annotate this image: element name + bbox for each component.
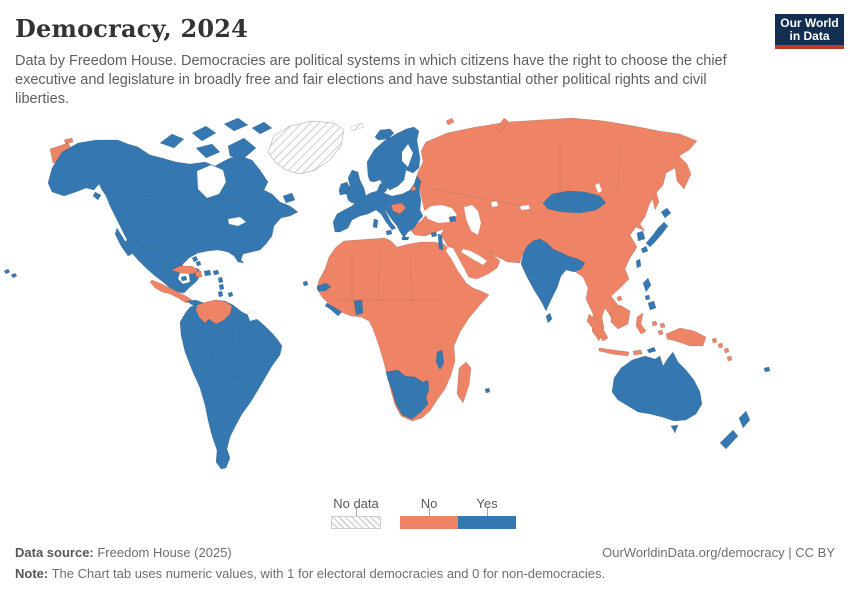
legend-label-yes: Yes (476, 496, 498, 511)
region-new-guinea[interactable] (659, 322, 707, 347)
region-fiji[interactable] (763, 366, 771, 373)
data-source-label: Data source: (15, 545, 94, 560)
legend-label-no-data: No data (333, 496, 379, 511)
note-label: Note: (15, 566, 49, 581)
region-india-south-asia[interactable] (520, 238, 586, 324)
map-legend: No data No Yes (0, 494, 850, 534)
region-svalbard[interactable] (349, 122, 365, 132)
region-madagascar[interactable] (456, 361, 472, 404)
note-value: The Chart tab uses numeric values, with … (48, 566, 606, 581)
region-cape-verde[interactable] (302, 280, 309, 287)
region-malawi[interactable] (435, 349, 445, 371)
region-melanesia-islands[interactable] (711, 337, 733, 362)
legend-swatch-no[interactable] (400, 516, 458, 529)
region-south-korea[interactable] (636, 230, 646, 242)
region-mauritius[interactable] (484, 387, 491, 394)
region-southern-africa[interactable] (385, 369, 430, 420)
region-baja-vancouver[interactable] (92, 191, 133, 257)
region-kaliningrad[interactable] (410, 185, 417, 192)
region-venezuela[interactable] (195, 299, 233, 325)
region-canadian-arctic-islands[interactable] (159, 117, 273, 161)
owid-logo[interactable]: Our World in Data (775, 14, 844, 49)
legend-tick-no-data (356, 508, 357, 516)
legend-swatch-no-data[interactable] (331, 516, 381, 529)
region-cyprus[interactable] (430, 231, 438, 238)
region-north-america[interactable] (47, 139, 299, 294)
chart-subtitle: Data by Freedom House. Democracies are p… (15, 53, 727, 107)
region-philippines[interactable] (642, 277, 657, 311)
legend-label-no: No (420, 496, 438, 511)
region-mongolia[interactable] (542, 190, 607, 214)
region-iceland[interactable] (374, 128, 395, 141)
data-source-value: Freedom House (2025) (93, 545, 232, 560)
legend-swatch-yes[interactable] (458, 516, 516, 529)
region-cuba-haiti[interactable] (171, 265, 203, 278)
owid-cc-link[interactable]: OurWorldinData.org/democracy | CC BY (602, 545, 835, 560)
region-sakhalin[interactable] (651, 190, 660, 211)
region-ghana[interactable] (353, 299, 364, 316)
region-south-america[interactable] (179, 299, 283, 470)
region-caribbean-democracies[interactable] (180, 255, 234, 298)
water-bodies (401, 143, 603, 282)
region-israel[interactable] (437, 233, 444, 251)
region-japan[interactable] (640, 207, 672, 254)
region-timor-leste[interactable] (646, 346, 657, 354)
region-armenia[interactable] (448, 215, 457, 223)
country-borders (103, 139, 621, 381)
legend-tick-no (429, 508, 430, 516)
region-scandinavia[interactable] (366, 126, 421, 191)
region-central-america[interactable] (149, 279, 193, 304)
owid-logo-line2: in Data (789, 28, 830, 43)
owid-logo-line1: Our World (780, 15, 839, 30)
region-hainan[interactable] (616, 295, 623, 302)
legend-tick-yes (487, 508, 488, 516)
region-africa[interactable] (316, 237, 490, 422)
region-greenland[interactable] (267, 120, 345, 175)
region-british-isles[interactable] (338, 169, 367, 204)
region-indonesia[interactable] (586, 304, 664, 357)
region-senegal[interactable] (316, 282, 332, 292)
footer-source-note: Data source: Freedom House (2025) Note: … (15, 545, 605, 587)
region-taiwan[interactable] (635, 258, 642, 269)
page-title: Democracy, 2024 (15, 14, 249, 43)
region-sierra-leone-liberia[interactable] (324, 302, 343, 317)
region-balkans-nondemocracies[interactable] (390, 202, 407, 215)
region-europe-core[interactable] (332, 175, 424, 241)
american-water-bodies (196, 164, 258, 322)
region-australia[interactable] (611, 351, 703, 434)
region-newfoundland[interactable] (282, 192, 296, 204)
region-hawaii[interactable] (3, 268, 18, 279)
region-new-zealand[interactable] (719, 410, 751, 450)
region-russian-arctic-islands[interactable] (445, 117, 509, 134)
